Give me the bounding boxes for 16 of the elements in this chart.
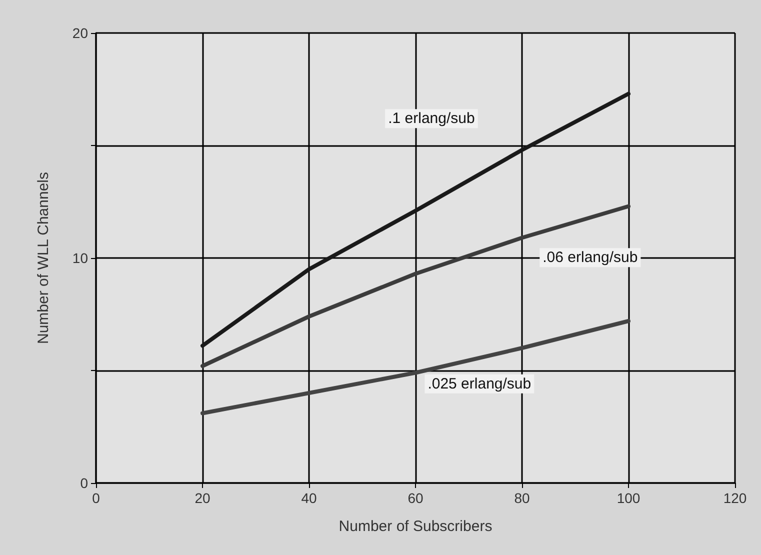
x-tick-label: 100 (616, 490, 640, 506)
text: .1 erlang/sub (388, 110, 475, 128)
x-tick-label: 0 (92, 490, 100, 506)
x-axis-title: Number of Subscribers (338, 518, 492, 535)
x-tick-label: 40 (301, 490, 317, 506)
y-tick-label: 0 (80, 475, 88, 491)
x-tick-label: 60 (408, 490, 424, 506)
x-tick-label: 120 (723, 490, 747, 506)
y-tick-label: 10 (72, 250, 88, 266)
y-tick-label: 20 (72, 25, 88, 41)
line-series (200, 319, 630, 416)
series-label: .06 erlang/sub (542, 249, 638, 266)
series-label: .025 erlang/sub (428, 375, 532, 392)
x-tick-label: 80 (514, 490, 530, 506)
y-axis-title: Number of WLL Channels (35, 172, 52, 344)
x-tick-label: 20 (194, 490, 210, 506)
